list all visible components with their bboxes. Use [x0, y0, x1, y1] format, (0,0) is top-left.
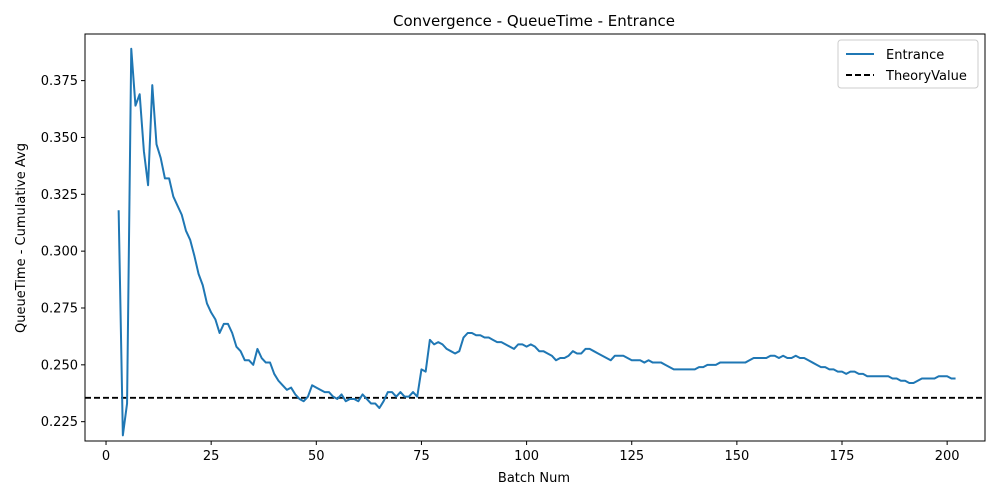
y-tick-label: 0.225 [41, 415, 78, 430]
y-tick-label: 0.300 [41, 245, 78, 260]
legend: Entrance TheoryValue [837, 39, 979, 89]
y-tick-label: 0.275 [41, 301, 78, 316]
plot-frame [84, 33, 986, 442]
y-tick-label: 0.350 [41, 131, 78, 146]
x-tick-label: 100 [514, 449, 539, 464]
y-axis-label: QueueTime - Cumulative Avg [14, 143, 29, 333]
y-tick-label: 0.325 [41, 188, 78, 203]
x-tick-label: 125 [619, 449, 644, 464]
chart-title: Convergence - QueueTime - Entrance [393, 12, 675, 30]
y-tick-label: 0.375 [41, 74, 78, 89]
axes: 0 25 50 75 100 125 150 175 200 0.225 0.250 0.275 0.3… [41, 33, 986, 464]
x-axis-label: Batch Num [498, 471, 570, 486]
x-tick-label: 75 [413, 449, 430, 464]
legend-label-theory: TheoryValue [885, 69, 967, 84]
plot-area [85, 47, 985, 437]
x-tick-label: 175 [830, 449, 855, 464]
entrance-series-line [117, 47, 956, 437]
x-tick-label: 200 [935, 449, 960, 464]
legend-label-entrance: Entrance [886, 48, 944, 63]
x-tick-label: 25 [203, 449, 220, 464]
x-tick-label: 0 [102, 449, 110, 464]
y-tick-label: 0.250 [41, 358, 78, 373]
x-tick-label: 150 [724, 449, 749, 464]
x-tick-label: 50 [308, 449, 325, 464]
